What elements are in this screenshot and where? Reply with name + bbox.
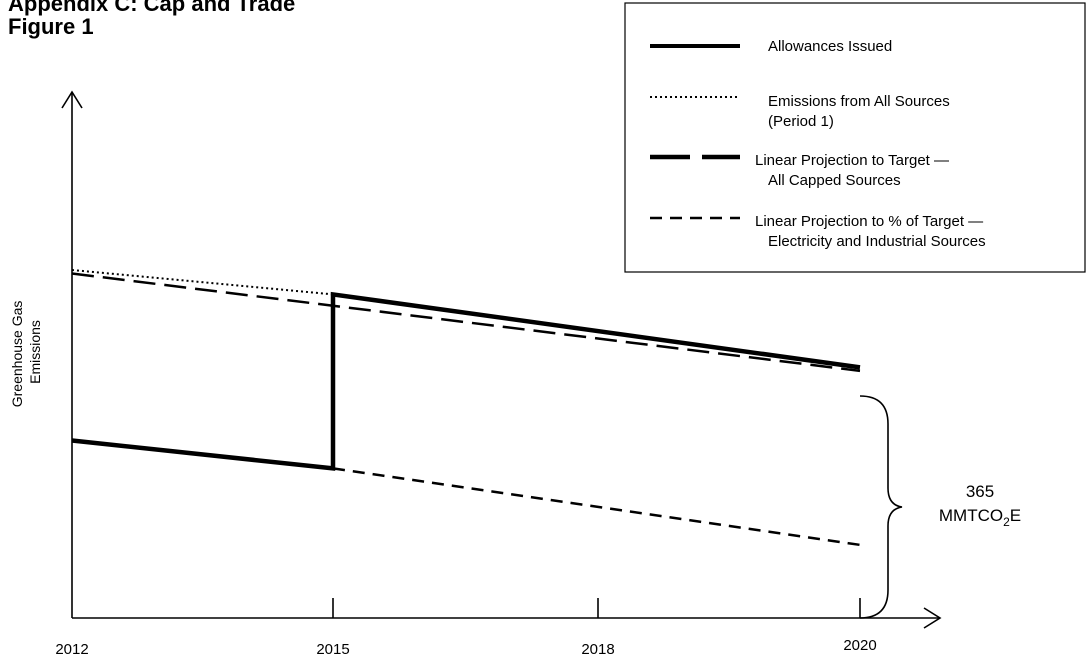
series-line-dotted xyxy=(71,269,334,296)
x-tick-label: 2012 xyxy=(55,641,88,658)
series-line-solid-thick xyxy=(71,291,861,471)
page-heading: Appendix C: Cap and Trade xyxy=(8,0,296,16)
x-tick-label: 2018 xyxy=(581,641,614,658)
x-ticks: 2012 2015 2018 2020 xyxy=(55,598,877,658)
y-axis-label-line2: Emissions xyxy=(27,320,43,384)
gap-brace xyxy=(859,395,903,619)
y-axis-label-line1: Greenhouse Gas xyxy=(9,301,25,408)
legend-label: Linear Projection to Target — All Capped … xyxy=(755,152,949,189)
legend-label: Allowances Issued xyxy=(768,38,892,55)
series-line-dash xyxy=(332,467,861,547)
figure-label: Figure 1 xyxy=(8,14,94,39)
x-tick-label: 2015 xyxy=(316,641,349,658)
y-axis-label: Greenhouse Gas Emissions xyxy=(9,297,43,408)
series-line-long-dash-thick xyxy=(71,272,861,373)
x-tick-label: 2020 xyxy=(843,637,876,654)
series-layer xyxy=(71,269,861,547)
annotation-value: 365 xyxy=(966,482,994,501)
legend-label: Linear Projection to % of Target — Electr… xyxy=(755,213,986,250)
legend: Allowances Issued Emissions from All Sour… xyxy=(650,38,986,250)
x-axis-arrow xyxy=(923,607,942,629)
annotation-unit: MMTCO2E xyxy=(939,506,1021,529)
legend-label: Emissions from All Sources (Period 1) xyxy=(768,93,950,130)
y-axis-arrow xyxy=(61,90,83,109)
